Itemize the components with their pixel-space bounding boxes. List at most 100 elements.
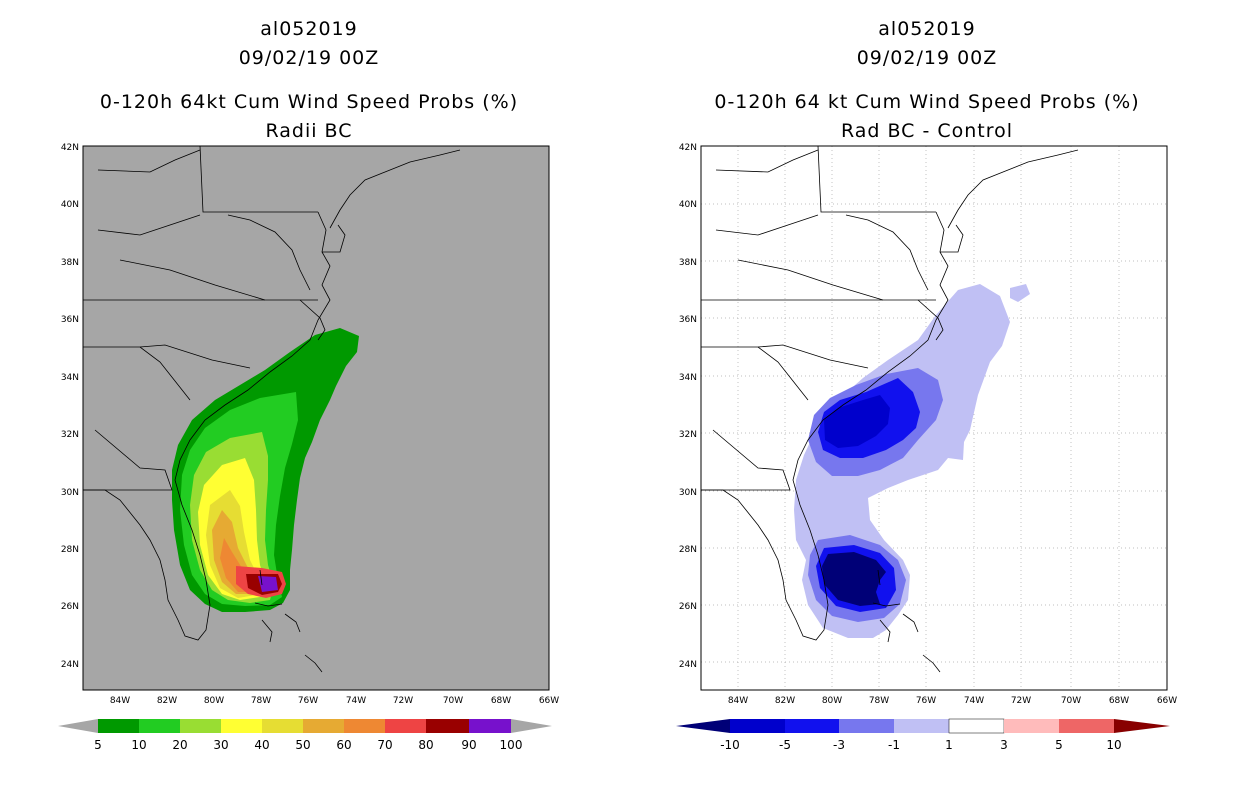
svg-text:38N: 38N <box>679 258 697 268</box>
svg-text:10: 10 <box>1106 738 1121 752</box>
right-map-panel: al052019 09/02/19 00Z 0-120h 64 kt Cum W… <box>618 0 1236 800</box>
svg-text:76W: 76W <box>298 696 318 706</box>
svg-text:90: 90 <box>461 738 476 752</box>
left-colorbar: 5 10 20 30 40 50 60 70 80 90 100 <box>58 719 552 752</box>
svg-text:66W: 66W <box>539 696 559 706</box>
svg-text:34N: 34N <box>61 373 79 383</box>
svg-text:-10: -10 <box>720 738 740 752</box>
svg-text:5: 5 <box>94 738 102 752</box>
svg-text:70W: 70W <box>443 696 463 706</box>
left-colorbar-swatch <box>344 719 385 733</box>
left-colorbar-swatch <box>98 719 139 733</box>
left-datetime: 09/02/19 00Z <box>238 47 380 69</box>
svg-text:60: 60 <box>336 738 351 752</box>
svg-text:74W: 74W <box>346 696 366 706</box>
svg-text:-3: -3 <box>833 738 845 752</box>
svg-text:30: 30 <box>213 738 228 752</box>
left-subtitle: Radii BC <box>265 120 353 142</box>
svg-text:78W: 78W <box>869 696 889 706</box>
svg-text:70: 70 <box>377 738 392 752</box>
svg-text:28N: 28N <box>679 545 697 555</box>
svg-text:82W: 82W <box>775 696 795 706</box>
left-lon-ticks: 84W 82W 80W 78W 76W 74W 72W 70W 68W 66W <box>110 696 559 706</box>
right-colorbar-swatch <box>894 719 949 733</box>
prob-100-contour <box>258 576 278 592</box>
right-colorbar-swatch <box>1059 719 1114 733</box>
svg-text:5: 5 <box>1055 738 1063 752</box>
svg-text:10: 10 <box>131 738 146 752</box>
right-title: 0-120h 64 kt Cum Wind Speed Probs (%) <box>714 91 1140 113</box>
left-colorbar-under <box>58 719 98 733</box>
left-map-panel: al052019 09/02/19 00Z 0-120h 64kt Cum Wi… <box>58 18 559 752</box>
left-colorbar-swatch <box>426 719 469 733</box>
svg-text:-1: -1 <box>888 738 900 752</box>
svg-text:72W: 72W <box>1011 696 1031 706</box>
svg-text:38N: 38N <box>61 258 79 268</box>
right-difference-contours <box>794 284 1030 638</box>
left-storm-id: al052019 <box>260 18 358 40</box>
svg-text:66W: 66W <box>1157 696 1177 706</box>
svg-text:84W: 84W <box>110 696 130 706</box>
right-lat-ticks: 42N 40N 38N 36N 34N 32N 30N 28N 26N 24N <box>679 143 697 670</box>
right-map-frame <box>700 145 1168 691</box>
left-colorbar-swatch <box>303 719 344 733</box>
svg-text:36N: 36N <box>61 315 79 325</box>
svg-text:24N: 24N <box>679 660 697 670</box>
svg-text:34N: 34N <box>679 373 697 383</box>
svg-text:3: 3 <box>1000 738 1008 752</box>
svg-text:50: 50 <box>295 738 310 752</box>
svg-text:42N: 42N <box>61 143 79 153</box>
left-map-frame <box>82 145 550 691</box>
right-lon-ticks: 84W 82W 80W 78W 76W 74W 72W 70W 68W 66W <box>728 696 1177 706</box>
right-storm-id: al052019 <box>878 18 976 40</box>
svg-text:32N: 32N <box>679 430 697 440</box>
svg-text:100: 100 <box>500 738 523 752</box>
right-map: 42N 40N 38N 36N 34N 32N 30N 28N 26N 24N … <box>676 143 1177 752</box>
svg-text:40: 40 <box>254 738 269 752</box>
left-colorbar-swatch <box>139 719 180 733</box>
right-colorbar-swatch <box>948 718 1005 734</box>
left-lat-ticks: 42N 40N 38N 36N 34N 32N 30N 28N 26N 24N <box>61 143 79 670</box>
svg-text:68W: 68W <box>491 696 511 706</box>
left-colorbar-swatch <box>262 719 303 733</box>
svg-text:1: 1 <box>945 738 953 752</box>
svg-text:82W: 82W <box>157 696 177 706</box>
svg-text:36N: 36N <box>679 315 697 325</box>
svg-text:30N: 30N <box>61 488 79 498</box>
svg-text:80W: 80W <box>822 696 842 706</box>
right-colorbar-swatch <box>1004 719 1059 733</box>
svg-text:76W: 76W <box>916 696 936 706</box>
diff-plus1-spot <box>964 460 970 472</box>
svg-text:80: 80 <box>418 738 433 752</box>
svg-text:28N: 28N <box>61 545 79 555</box>
diff-minus1-island <box>1010 284 1030 302</box>
svg-text:32N: 32N <box>61 430 79 440</box>
right-subtitle: Rad BC - Control <box>840 120 1014 142</box>
right-colorbar-swatch <box>785 719 839 733</box>
right-colorbar-under <box>676 719 730 733</box>
diff-minus10-upper-contour <box>824 395 890 448</box>
svg-text:20: 20 <box>172 738 187 752</box>
right-colorbar-over <box>1114 719 1170 733</box>
right-colorbar-swatch <box>730 719 785 733</box>
left-colorbar-swatch <box>385 719 426 733</box>
svg-text:40N: 40N <box>61 200 79 210</box>
left-colorbar-swatch <box>180 719 221 733</box>
svg-text:40N: 40N <box>679 200 697 210</box>
right-coastlines <box>701 146 1079 673</box>
svg-text:26N: 26N <box>61 602 79 612</box>
svg-text:42N: 42N <box>679 143 697 153</box>
left-colorbar-over <box>511 719 552 733</box>
left-probability-contours <box>172 328 359 612</box>
svg-text:-5: -5 <box>779 738 791 752</box>
left-colorbar-swatch <box>469 719 511 733</box>
svg-text:78W: 78W <box>251 696 271 706</box>
svg-text:30N: 30N <box>679 488 697 498</box>
left-map: 42N 40N 38N 36N 34N 32N 30N 28N 26N 24N … <box>58 143 559 752</box>
svg-text:68W: 68W <box>1109 696 1129 706</box>
left-title: 0-120h 64kt Cum Wind Speed Probs (%) <box>99 91 519 113</box>
svg-text:84W: 84W <box>728 696 748 706</box>
diff-minus10-lower-contour <box>822 552 886 606</box>
right-datetime: 09/02/19 00Z <box>856 47 998 69</box>
right-colorbar: -10 -5 -3 -1 1 3 5 10 <box>676 718 1170 752</box>
